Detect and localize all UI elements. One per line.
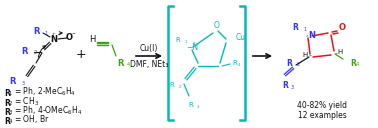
Text: $_2$: $_2$: [178, 83, 182, 91]
Text: O: O: [214, 22, 220, 30]
Text: $_4$: $_4$: [355, 61, 360, 69]
Text: 12 examples: 12 examples: [297, 111, 346, 120]
Text: $_2$: $_2$: [296, 61, 301, 69]
Text: R: R: [286, 58, 292, 67]
Text: R: R: [189, 102, 194, 108]
Text: R: R: [34, 28, 40, 36]
Text: R: R: [4, 99, 10, 108]
Text: $_1$: $_1$: [184, 38, 188, 46]
Text: −N: −N: [186, 42, 198, 51]
Text: $_1$: $_1$: [303, 26, 308, 34]
Text: $^+$: $^+$: [51, 33, 57, 38]
Text: $_4$ = OH, Br: $_4$ = OH, Br: [8, 114, 50, 126]
Text: 40-82% yield: 40-82% yield: [297, 102, 347, 110]
Text: R: R: [9, 77, 16, 87]
Text: R: R: [282, 82, 288, 90]
Text: $^+$: $^+$: [192, 41, 198, 46]
Text: $_2$ = CH$_3$: $_2$ = CH$_3$: [8, 95, 39, 108]
Text: $_4$: $_4$: [126, 61, 131, 69]
Text: $_3$: $_3$: [290, 84, 295, 92]
Text: DMF, NEt₃: DMF, NEt₃: [130, 60, 168, 68]
Text: H: H: [302, 52, 308, 58]
Text: R: R: [175, 37, 180, 43]
Text: H: H: [338, 49, 342, 55]
Text: Cu: Cu: [236, 33, 246, 41]
Text: +: +: [76, 47, 86, 61]
Text: R: R: [169, 82, 174, 88]
Text: $_1$: $_1$: [44, 30, 49, 38]
Text: $_3$: $_3$: [21, 80, 26, 88]
Text: N: N: [51, 35, 57, 45]
Text: .,: .,: [308, 51, 312, 56]
Text: $_4$: $_4$: [237, 61, 241, 69]
Text: $_3$: $_3$: [196, 103, 200, 111]
Text: H: H: [89, 35, 95, 45]
Text: R: R: [4, 117, 10, 126]
Text: $_1$ = Ph, 2-MeC$_6$H$_4$: $_1$ = Ph, 2-MeC$_6$H$_4$: [8, 86, 76, 98]
Text: O: O: [65, 33, 73, 41]
Text: R: R: [350, 58, 356, 67]
Text: $_2$: $_2$: [33, 49, 38, 57]
Text: R: R: [4, 108, 10, 117]
Text: R: R: [292, 24, 298, 33]
Text: O: O: [339, 24, 345, 33]
Text: R: R: [4, 89, 10, 98]
Text: $_3$ = Ph, 4-OMeC$_6$H$_4$: $_3$ = Ph, 4-OMeC$_6$H$_4$: [8, 104, 82, 117]
Text: .,: .,: [334, 50, 338, 55]
Text: $^-$: $^-$: [71, 31, 77, 36]
Text: R: R: [118, 58, 124, 67]
Text: R: R: [22, 46, 28, 56]
Text: ,: ,: [306, 31, 308, 37]
Text: Cu(I): Cu(I): [140, 44, 158, 52]
Text: R: R: [232, 60, 237, 66]
Text: N: N: [308, 30, 316, 40]
